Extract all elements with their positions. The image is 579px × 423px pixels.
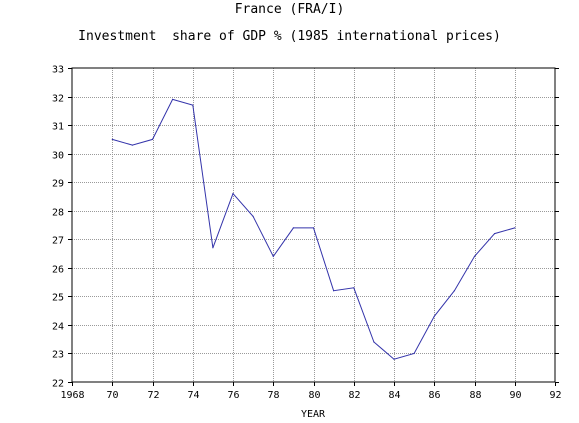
data-point [111,138,113,140]
data-point [473,255,476,257]
grid-lines [72,68,555,382]
data-point [393,358,395,360]
y-tick-label: 29 [52,179,64,190]
y-tick-label: 27 [52,236,64,247]
x-tick-label: 1968 [60,390,84,401]
data-point [192,104,194,106]
data-point [212,247,214,249]
data-point [413,352,415,355]
data-point [433,315,435,317]
x-tick-label: 72 [147,390,159,401]
y-tick-label: 32 [52,94,64,105]
data-point [292,227,294,229]
x-tick-label: 86 [428,390,440,401]
data-point [272,255,274,257]
x-tick-label: 76 [227,390,239,401]
x-tick-label: 88 [469,390,481,401]
axis-ticks: 22 23 24 25 26 27 28 29 30 31 32 33 1968 70 72 74 76 78 80… [52,65,562,402]
chart-title: France (FRA/I) [234,2,345,17]
x-tick-label: 82 [348,390,360,401]
chart-subtitle: Investment share of GDP % (1985 internat… [78,29,501,44]
y-tick-label: 26 [52,265,64,276]
x-tick-label: 84 [388,390,400,401]
data-point [151,138,154,140]
y-tick-label: 24 [52,322,64,333]
plot-area [71,67,556,383]
y-tick-label: 28 [52,208,64,219]
series-line [112,98,515,360]
data-point [494,233,496,235]
data-point [252,215,254,217]
data-point [514,227,516,229]
data-point [312,227,315,229]
y-tick-label: 22 [52,379,64,390]
data-point [353,287,355,289]
data-point [172,98,174,100]
data-point [453,290,455,292]
data-point [232,193,234,195]
series-lines [111,98,516,360]
x-tick-label: 80 [308,390,320,401]
data-point [333,290,335,292]
x-tick-label: 74 [187,390,199,401]
x-tick-label: 92 [549,390,561,401]
y-tick-label: 25 [52,293,64,304]
y-tick-label: 33 [52,65,64,76]
x-axis-label: YEAR [301,409,326,420]
x-tick-label: 90 [509,390,521,401]
x-tick-label: 70 [106,390,118,401]
y-tick-label: 31 [52,122,64,133]
y-tick-label: 23 [52,350,64,361]
y-tick-label: 30 [52,151,64,162]
x-tick-label: 78 [267,390,279,401]
data-point [373,341,375,343]
data-point [131,144,133,146]
